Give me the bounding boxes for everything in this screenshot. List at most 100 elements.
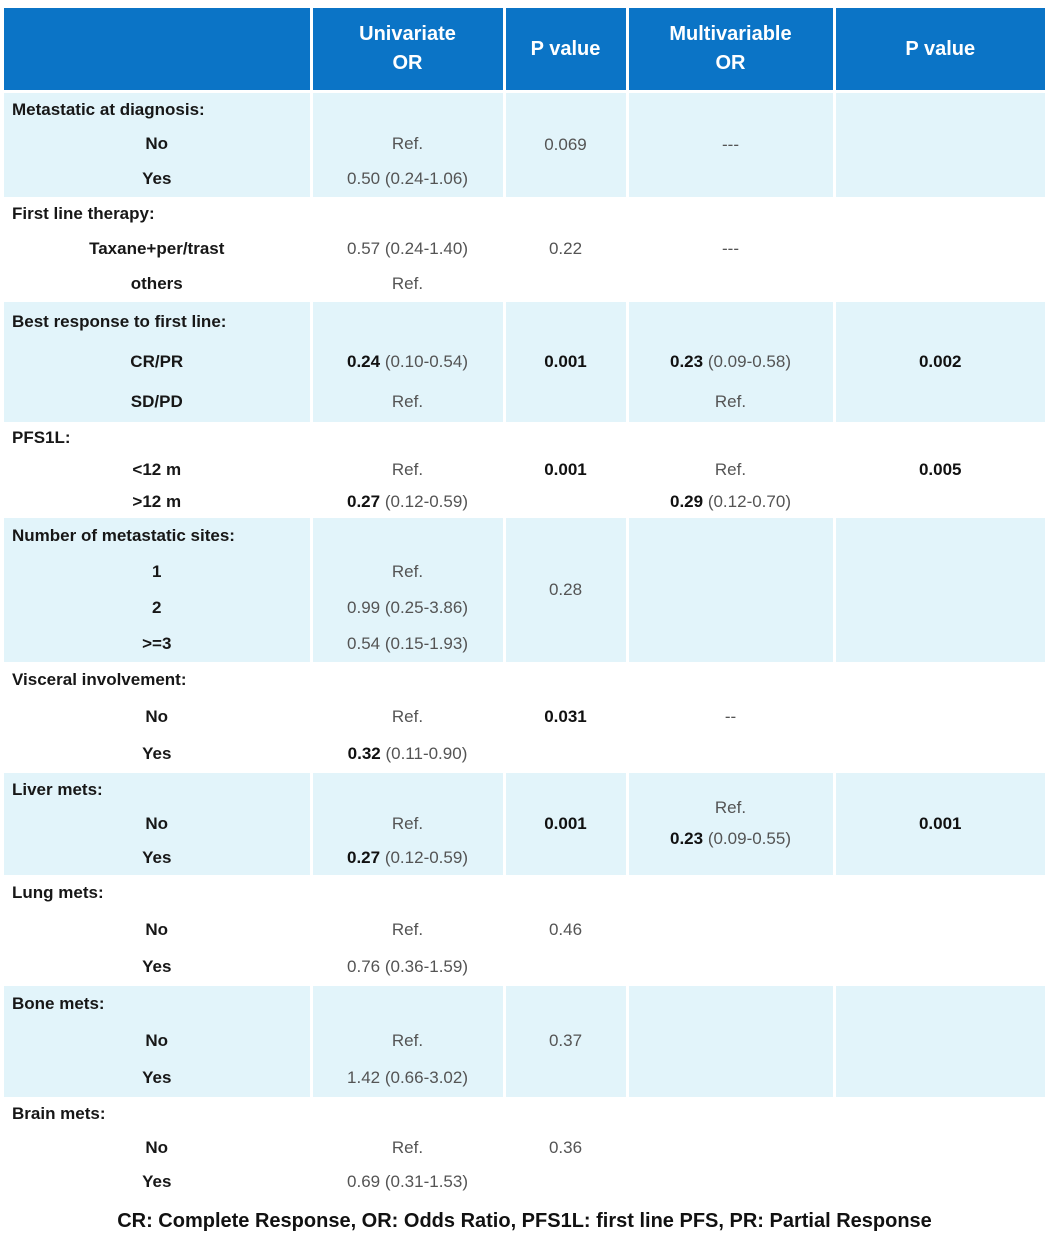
p-value-multivariable-number-of-metastatic-sites — [832, 517, 1045, 662]
multivariable-or-cell-empty — [625, 421, 834, 454]
univariate-or-value: 0.54 (0.15-1.93) — [309, 625, 504, 662]
table-body: Metastatic at diagnosis: 0.069 --- No Ref. Ye… — [4, 91, 1045, 1199]
row-item-label: No — [4, 126, 311, 162]
section-label-lung-mets: Lung mets: — [12, 883, 104, 902]
col-header-multivariable-or: Multivariable OR — [625, 8, 834, 93]
multivariable-or-value: Ref. — [625, 381, 834, 422]
row-item-label: 2 — [4, 589, 311, 626]
section-label-liver-mets: Liver mets: — [4, 772, 311, 807]
p-value-univariate-visceral-involvement: 0.031 — [502, 661, 627, 773]
p-value-multivariable-first-line-therapy — [832, 196, 1045, 302]
multivariable-or-lung-mets — [625, 874, 834, 986]
row-item-label: SD/PD — [4, 381, 311, 422]
univariate-or-cell-empty — [309, 661, 504, 699]
row-item-label: No — [145, 707, 169, 726]
multivariable-or-cell-empty — [625, 301, 834, 342]
data-row-visceral-involvement-yes: Yes 0.32 (0.11-0.90) — [4, 735, 1045, 773]
data-row-visceral-involvement-no: No Ref. — [4, 698, 1045, 736]
row-item-label: Yes — [142, 1171, 172, 1191]
col-header-p-value-multivariable: P value — [832, 8, 1045, 93]
table-header: Univariate OR P value Multivariable OR P valu… — [4, 8, 1045, 93]
univariate-or-cell-empty — [309, 301, 504, 342]
univariate-or-value: Ref. — [309, 453, 504, 486]
row-item-label: Yes — [4, 161, 311, 197]
row-item-label: Yes — [142, 744, 172, 763]
multivariable-or-value: Ref. — [625, 453, 834, 486]
row-item-label: No — [145, 1137, 169, 1157]
section-label-pfs1l: PFS1L: — [12, 427, 71, 447]
univariate-or-value: 0.50 (0.24-1.06) — [309, 161, 504, 197]
data-row-brain-mets-yes: Yes 0.69 (0.31-1.53) — [4, 1164, 1045, 1199]
univariate-or-value: Ref. — [309, 1022, 504, 1060]
multivariable-or-metastatic-at-diagnosis: --- — [625, 91, 834, 197]
data-row-pfs1l-12-m: >12 m 0.27 (0.12-0.59) 0.29 (0.12-0.70) — [4, 485, 1045, 518]
data-row-pfs1l-12-m: <12 m Ref. Ref. — [4, 453, 1045, 486]
multivariable-or-value: 0.23 (0.09-0.58) — [625, 341, 834, 382]
multivariable-or-bone-mets — [625, 985, 834, 1097]
section-label-best-response-to-first-line: Best response to first line: — [4, 301, 311, 342]
section-label-first-line-therapy: First line therapy: — [12, 204, 155, 223]
section-label-bone-mets: Bone mets: — [4, 985, 311, 1023]
univariate-or-value: Ref. — [309, 266, 504, 302]
univariate-or-value: 0.24 (0.10-0.54) — [309, 341, 504, 382]
row-item-label: Yes — [142, 957, 172, 976]
data-row-bone-mets-no: No Ref. — [4, 1022, 1045, 1060]
p-value-multivariable-best-response-to-first-line: 0.002 — [832, 301, 1045, 422]
row-item-label: 1 — [4, 553, 311, 590]
univariate-or-value: Ref. — [309, 806, 504, 841]
section-label-row-brain-mets: Brain mets: 0.36 — [4, 1096, 1045, 1199]
odds-ratio-table: Univariate OR P value Multivariable OR P valu… — [4, 8, 1045, 1199]
row-item-label: >12 m — [132, 491, 182, 511]
univariate-or-cell-empty — [309, 517, 504, 554]
row-item-label: Yes — [4, 1059, 311, 1097]
data-row-metastatic-at-diagnosis-yes: Yes 0.50 (0.24-1.06) — [4, 161, 1045, 197]
data-row-lung-mets-yes: Yes 0.76 (0.36-1.59) — [4, 948, 1045, 986]
univariate-or-value: 0.76 (0.36-1.59) — [309, 948, 504, 986]
p-value-univariate-metastatic-at-diagnosis: 0.069 — [502, 91, 627, 197]
univariate-or-value: 0.27 (0.12-0.59) — [309, 840, 504, 875]
univariate-or-value: 1.42 (0.66-3.02) — [309, 1059, 504, 1097]
row-item-label: <12 m — [132, 459, 182, 479]
p-value-univariate-brain-mets: 0.36 — [502, 1096, 627, 1199]
section-label-number-of-metastatic-sites: Number of metastatic sites: — [4, 517, 311, 554]
section-label-row-best-response-to-first-line: Best response to first line: 0.001 0.002 — [4, 301, 1045, 422]
univariate-or-cell-empty — [309, 1096, 504, 1131]
data-row-liver-mets-no: No Ref. — [4, 806, 1045, 841]
section-label-row-bone-mets: Bone mets: 0.37 — [4, 985, 1045, 1097]
multivariable-or-number-of-metastatic-sites — [625, 517, 834, 662]
row-item-label: Yes — [4, 840, 311, 875]
univariate-or-cell-empty — [309, 91, 504, 127]
p-value-univariate-number-of-metastatic-sites: 0.28 — [502, 517, 627, 662]
section-label-row-first-line-therapy: First line therapy: 0.22 --- — [4, 196, 1045, 302]
p-value-multivariable-pfs1l: 0.005 — [832, 421, 1045, 518]
multivariable-or-visceral-involvement: -- — [625, 661, 834, 773]
section-label-visceral-involvement: Visceral involvement: — [12, 670, 187, 689]
header-row: Univariate OR P value Multivariable OR P valu… — [4, 8, 1045, 93]
univariate-or-value: Ref. — [309, 126, 504, 162]
p-value-multivariable-brain-mets — [832, 1096, 1045, 1199]
row-item-label: No — [145, 920, 169, 939]
univariate-or-value: Ref. — [309, 1130, 504, 1165]
univariate-or-value: Ref. — [309, 698, 504, 736]
data-row-first-line-therapy-taxane-per-trast: Taxane+per/trast 0.57 (0.24-1.40) — [4, 231, 1045, 267]
univariate-or-value: 0.27 (0.12-0.59) — [309, 485, 504, 518]
section-label-metastatic-at-diagnosis: Metastatic at diagnosis: — [4, 91, 311, 127]
univariate-or-cell-empty — [309, 196, 504, 232]
col-header-univariate-or: Univariate OR — [309, 8, 504, 93]
data-row-metastatic-at-diagnosis-no: No Ref. — [4, 126, 1045, 162]
col-header-row-labels — [4, 8, 311, 93]
abbreviations-footnote: CR: Complete Response, OR: Odds Ratio, P… — [117, 1209, 932, 1232]
row-item-label: >=3 — [4, 625, 311, 662]
data-row-best-response-to-first-line-sd-pd: SD/PD Ref. Ref. — [4, 381, 1045, 422]
p-value-univariate-best-response-to-first-line: 0.001 — [502, 301, 627, 422]
p-value-univariate-pfs1l: 0.001 — [502, 421, 627, 518]
data-row-lung-mets-no: No Ref. — [4, 911, 1045, 949]
data-row-first-line-therapy-others: others Ref. — [4, 266, 1045, 302]
univariate-or-cell-empty — [309, 772, 504, 807]
univariate-or-value: Ref. — [309, 911, 504, 949]
section-label-row-pfs1l: PFS1L: 0.001 0.005 — [4, 421, 1045, 518]
section-label-row-metastatic-at-diagnosis: Metastatic at diagnosis: 0.069 --- — [4, 91, 1045, 197]
p-value-univariate-liver-mets: 0.001 — [502, 772, 627, 875]
univariate-or-value: 0.57 (0.24-1.40) — [309, 231, 504, 267]
section-label-row-liver-mets: Liver mets: 0.001 Ref. 0.23 (0.09-0.55) 0.00… — [4, 772, 1045, 875]
